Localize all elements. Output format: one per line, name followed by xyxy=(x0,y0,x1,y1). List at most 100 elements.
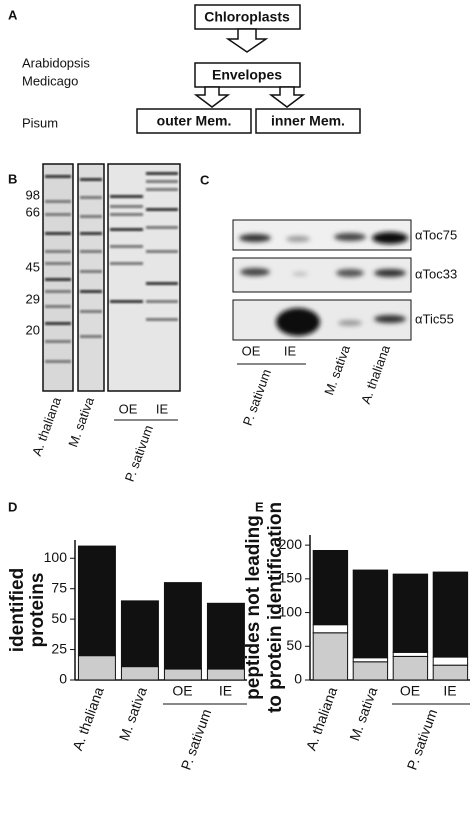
y-tick-label: 100 xyxy=(44,549,68,565)
bar-segment xyxy=(163,668,202,681)
group-label: P. sativum xyxy=(240,367,274,428)
panel-letter: A xyxy=(8,7,18,22)
y-axis-title: to protein identification xyxy=(265,502,286,713)
x-tick-label: IE xyxy=(443,683,456,699)
gel-band xyxy=(80,310,102,313)
gel-band xyxy=(146,282,178,285)
group-label: P. sativum xyxy=(122,423,156,484)
node-box xyxy=(255,108,361,134)
marker-label: 98 xyxy=(26,187,40,202)
panel-letter: D xyxy=(8,499,17,514)
y-tick-label: 75 xyxy=(51,579,67,595)
panel-a: A Arabidopsis Medicago Pisum Chloroplast… xyxy=(8,4,361,134)
gel-band xyxy=(80,232,102,235)
gel-band xyxy=(80,196,102,199)
y-tick-label: 25 xyxy=(51,640,67,656)
lane-label: IE xyxy=(284,343,297,358)
marker-label: 45 xyxy=(26,259,40,274)
gel-band xyxy=(45,305,71,308)
antibody-label: αToc33 xyxy=(415,266,457,281)
bar-segment xyxy=(432,571,469,658)
marker-label: 29 xyxy=(26,291,40,306)
gel-band xyxy=(45,213,71,216)
y-tick-label: 50 xyxy=(286,637,302,653)
gel-band xyxy=(80,215,102,218)
bar-segment xyxy=(312,632,349,681)
species-label: Arabidopsis xyxy=(22,55,90,70)
lane-label: IE xyxy=(156,401,169,416)
gel-band xyxy=(45,232,71,235)
antibody-label: αToc75 xyxy=(415,227,457,242)
bar-segment xyxy=(206,668,245,681)
lane-label: A. thaliana xyxy=(29,394,64,458)
blot-bands xyxy=(239,232,408,336)
bar-segment xyxy=(312,550,349,626)
panel-c: C αToc75 αToc33 αTic55 OE IE P. sativum … xyxy=(200,172,457,427)
gel-band xyxy=(110,262,143,265)
gel-band xyxy=(146,250,178,253)
gel-band xyxy=(110,245,143,248)
bar-segment xyxy=(206,602,245,670)
species-label: Medicago xyxy=(22,73,78,88)
x-tick-label: OE xyxy=(400,683,420,699)
x-tick-label: A. thaliana xyxy=(303,685,341,753)
gel-band xyxy=(80,178,102,181)
y-tick-label: 50 xyxy=(51,610,67,626)
gel-band xyxy=(45,250,71,253)
arrow xyxy=(268,86,306,108)
node-box xyxy=(194,62,301,88)
bar-segment xyxy=(352,657,389,663)
panel-letter: C xyxy=(200,172,210,187)
gel-band xyxy=(110,195,143,198)
gel-band xyxy=(146,300,178,303)
gel-band xyxy=(45,262,71,265)
gel-band xyxy=(45,278,71,281)
marker-label: 20 xyxy=(26,322,40,337)
y-axis-title: peptides not leading xyxy=(243,515,264,700)
gel-band xyxy=(80,270,102,273)
x-tick-label: M. sativa xyxy=(346,685,380,743)
x-tick-label: A. thaliana xyxy=(69,685,107,753)
x-tick-label: M. sativa xyxy=(116,685,150,743)
gel-band xyxy=(45,340,71,343)
arrow xyxy=(225,28,269,53)
lane-label: OE xyxy=(242,343,261,358)
y-axis-title: proteins xyxy=(27,573,48,648)
gel-lane xyxy=(42,163,74,392)
bar-segment xyxy=(392,655,429,681)
bar-segment xyxy=(352,661,389,681)
gel-band xyxy=(110,213,143,216)
gel-band xyxy=(146,208,178,211)
group-label: P. sativum xyxy=(404,707,441,772)
bar-segment xyxy=(392,573,429,653)
gel-band xyxy=(45,322,71,325)
node-label: outer Mem. xyxy=(157,113,232,129)
lane-label: M. sativa xyxy=(65,394,97,449)
panel-letter: B xyxy=(8,171,17,186)
node-box xyxy=(136,108,252,134)
gel-band xyxy=(80,250,102,253)
y-tick-label: 0 xyxy=(59,671,67,687)
panel-letter: E xyxy=(255,499,264,514)
gel-band xyxy=(45,175,71,178)
gel-band xyxy=(146,188,178,191)
arrow xyxy=(193,86,231,108)
gel xyxy=(42,163,181,392)
node-label: inner Mem. xyxy=(271,113,345,129)
gel-band xyxy=(146,318,178,321)
gel-band xyxy=(80,335,102,338)
y-tick-label: 0 xyxy=(294,671,302,687)
y-tick-label: 150 xyxy=(279,570,303,586)
y-tick-label: 100 xyxy=(279,603,303,619)
gel-band xyxy=(45,290,71,293)
bar-segment xyxy=(432,664,469,681)
bar-segment xyxy=(312,624,349,634)
gel-band xyxy=(110,300,143,303)
gel-band xyxy=(80,290,102,293)
bar-segment xyxy=(120,600,159,668)
x-tick-label: OE xyxy=(172,683,192,699)
bar-segment xyxy=(352,569,389,659)
gel-band xyxy=(146,172,178,175)
